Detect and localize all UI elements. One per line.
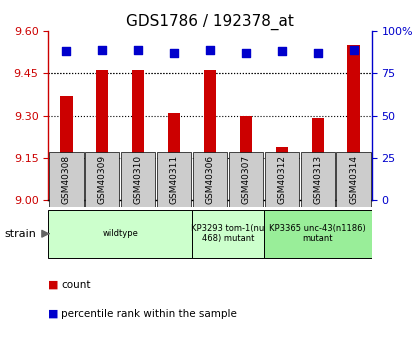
Bar bbox=[168, 113, 180, 200]
Text: ■: ■ bbox=[48, 280, 59, 289]
Text: GSM40311: GSM40311 bbox=[170, 155, 178, 204]
Point bbox=[135, 47, 142, 52]
Text: KP3365 unc-43(n1186)
mutant: KP3365 unc-43(n1186) mutant bbox=[269, 224, 366, 244]
Bar bbox=[276, 147, 288, 200]
FancyBboxPatch shape bbox=[157, 152, 192, 207]
FancyBboxPatch shape bbox=[49, 152, 84, 207]
FancyBboxPatch shape bbox=[48, 210, 192, 258]
FancyBboxPatch shape bbox=[301, 152, 335, 207]
Text: GSM40310: GSM40310 bbox=[134, 155, 143, 204]
Point bbox=[350, 47, 357, 52]
Text: wildtype: wildtype bbox=[102, 229, 138, 238]
Bar bbox=[132, 70, 144, 200]
Text: GSM40309: GSM40309 bbox=[98, 155, 107, 204]
Text: percentile rank within the sample: percentile rank within the sample bbox=[61, 309, 237, 319]
FancyBboxPatch shape bbox=[193, 152, 227, 207]
Text: GSM40306: GSM40306 bbox=[205, 155, 215, 204]
FancyBboxPatch shape bbox=[336, 152, 371, 207]
FancyBboxPatch shape bbox=[192, 210, 264, 258]
Title: GDS1786 / 192378_at: GDS1786 / 192378_at bbox=[126, 13, 294, 30]
Bar bbox=[60, 96, 73, 200]
Point bbox=[99, 47, 105, 52]
FancyBboxPatch shape bbox=[265, 152, 299, 207]
Point bbox=[63, 49, 70, 54]
Text: GSM40314: GSM40314 bbox=[349, 155, 358, 204]
FancyBboxPatch shape bbox=[228, 152, 263, 207]
Bar bbox=[312, 118, 324, 200]
Point bbox=[207, 47, 213, 52]
Bar bbox=[240, 116, 252, 200]
Text: KP3293 tom-1(nu
468) mutant: KP3293 tom-1(nu 468) mutant bbox=[192, 224, 265, 244]
Text: GSM40313: GSM40313 bbox=[313, 155, 322, 204]
Text: count: count bbox=[61, 280, 90, 289]
Text: GSM40308: GSM40308 bbox=[62, 155, 71, 204]
Point bbox=[243, 50, 249, 56]
FancyBboxPatch shape bbox=[264, 210, 372, 258]
Text: GSM40312: GSM40312 bbox=[277, 155, 286, 204]
Point bbox=[315, 50, 321, 56]
Point bbox=[171, 50, 177, 56]
Point bbox=[278, 49, 285, 54]
Text: ■: ■ bbox=[48, 309, 59, 319]
Text: GSM40307: GSM40307 bbox=[241, 155, 250, 204]
Bar bbox=[204, 70, 216, 200]
Bar bbox=[347, 45, 360, 200]
FancyBboxPatch shape bbox=[85, 152, 119, 207]
Bar bbox=[96, 70, 108, 200]
FancyBboxPatch shape bbox=[121, 152, 155, 207]
Text: strain: strain bbox=[4, 229, 36, 239]
